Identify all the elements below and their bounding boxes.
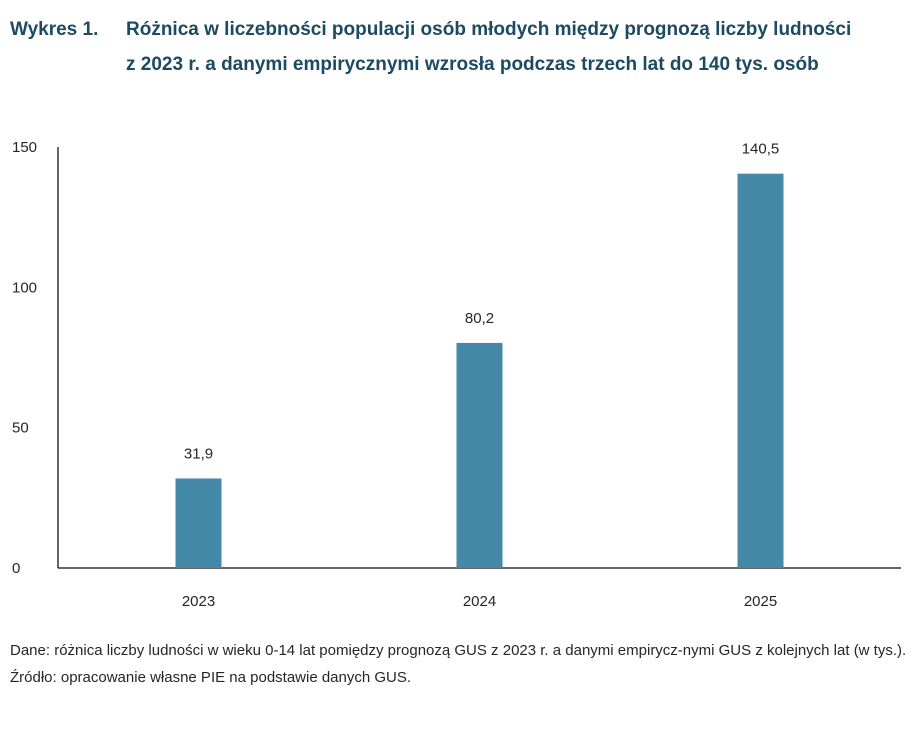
x-tick-label: 2024 — [463, 593, 496, 610]
chart-title: Różnica w liczebności populacji osób mło… — [126, 19, 852, 75]
data-note: Dane: różnica liczby ludności w wieku 0-… — [10, 642, 907, 659]
x-tick-label: 2023 — [182, 593, 215, 610]
x-axis-labels: 2023 2024 2025 — [182, 593, 777, 610]
bar-2024 — [456, 342, 503, 568]
bars-group — [175, 173, 784, 568]
bar-2025 — [737, 173, 784, 568]
data-label-2024: 80,2 — [465, 310, 494, 327]
chart-number: Wykres 1. — [10, 19, 99, 40]
bar-chart: 0 50 100 150 31,9 80,2 140,5 2023 2024 2025 — [12, 139, 901, 610]
data-label-2025: 140,5 — [742, 141, 780, 158]
y-tick-label: 50 — [12, 420, 29, 437]
x-tick-label: 2025 — [744, 593, 777, 610]
y-tick-label: 100 — [12, 279, 37, 296]
chart-notes: Dane: różnica liczby ludności w wieku 0-… — [10, 640, 910, 688]
source-note: Źródło: opracowanie własne PIE na podsta… — [10, 669, 412, 686]
data-label-2023: 31,9 — [184, 445, 213, 462]
bar-2023 — [175, 478, 222, 568]
data-labels-group: 31,9 80,2 140,5 — [184, 141, 779, 463]
y-tick-label: 0 — [12, 560, 20, 577]
y-axis-ticks: 0 50 100 150 — [12, 139, 37, 577]
y-tick-label: 150 — [12, 139, 37, 156]
